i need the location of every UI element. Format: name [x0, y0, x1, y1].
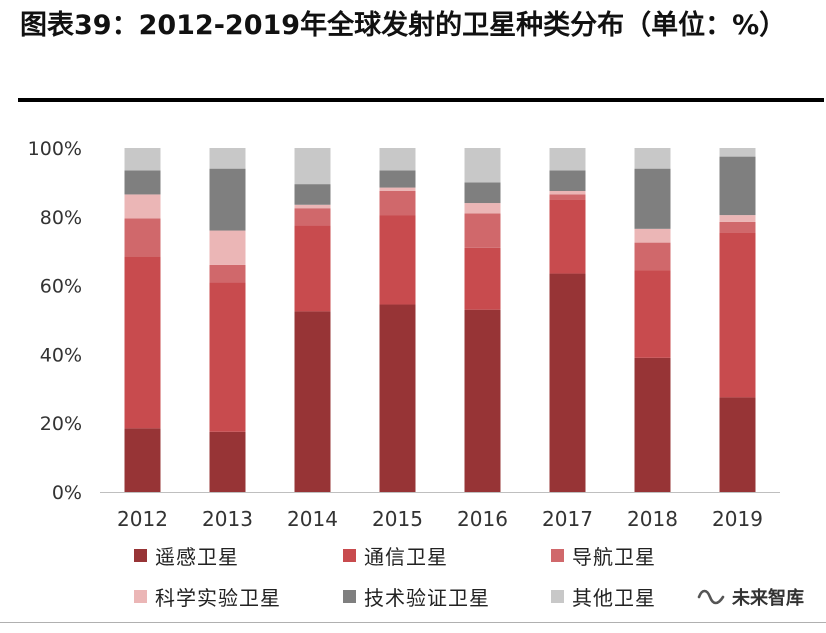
- x-tick-label: 2017: [542, 507, 593, 531]
- bar-segment: [379, 148, 416, 171]
- x-axis: 2012 2013 2014 2015 2016 2017 2018 2019: [100, 492, 780, 531]
- y-tick-label: 40%: [40, 344, 82, 366]
- bar-segment: [549, 148, 586, 171]
- bar-segment: [124, 428, 161, 492]
- x-tick-label: 2013: [202, 507, 253, 531]
- title-divider: [18, 98, 824, 102]
- watermark-text: 未来智库: [732, 588, 804, 609]
- bar-segment: [464, 213, 501, 248]
- bar-segment: [124, 148, 161, 171]
- legend-label: 通信卫星: [364, 544, 448, 569]
- bar-segment: [634, 242, 671, 271]
- y-tick-label: 20%: [40, 413, 82, 435]
- bar-segment: [294, 184, 331, 205]
- bar-segment: [549, 170, 586, 191]
- bar-stacks: [124, 148, 756, 492]
- bar-segment: [209, 264, 246, 283]
- bar-segment: [549, 191, 586, 195]
- x-tick-label: 2012: [117, 507, 168, 531]
- legend-item: 科学实验卫星: [134, 583, 281, 610]
- bar-segment: [379, 304, 416, 492]
- legend-label: 技术验证卫星: [364, 585, 490, 610]
- bar-segment: [124, 170, 161, 195]
- y-tick-label: 80%: [40, 207, 82, 229]
- bar-segment: [294, 208, 331, 226]
- legend-swatch: [134, 548, 147, 562]
- watermark: 未来智库: [696, 584, 804, 610]
- legend-item: 其他卫星: [551, 583, 656, 610]
- legend-swatch: [343, 548, 356, 562]
- bar-segment: [719, 215, 756, 222]
- legend-swatch: [134, 589, 147, 603]
- legend-item: 导航卫星: [551, 542, 656, 569]
- legend-label: 导航卫星: [572, 544, 656, 569]
- stacked-bar-chart: 0%20%40%60%80%100% 2012 2013 2014 2015 2016 2…: [28, 138, 780, 531]
- bar-segment: [379, 187, 416, 191]
- x-tick-label: 2016: [457, 507, 508, 531]
- bar-segment: [209, 148, 246, 169]
- bar-segment: [464, 247, 501, 310]
- bar-segment: [464, 182, 501, 204]
- bar-segment: [124, 194, 161, 219]
- legend-swatch: [343, 589, 356, 603]
- legend-swatch: [551, 548, 564, 562]
- bar-segment: [379, 215, 416, 305]
- bar-segment: [719, 232, 756, 398]
- x-tick-label: 2014: [287, 507, 338, 531]
- bar-segment: [634, 148, 671, 169]
- y-tick-label: 0%: [52, 482, 82, 504]
- chart-title: 图表39：2012-2019年全球发射的卫星种类分布（单位：%）: [20, 10, 787, 41]
- bar-segment: [464, 148, 501, 183]
- legend-item: 通信卫星: [343, 542, 448, 569]
- bar-segment: [209, 230, 246, 265]
- bar-segment: [634, 270, 671, 358]
- y-axis: 0% 20% 40% 60% 80% 100%: [28, 138, 82, 504]
- bar-segment: [719, 397, 756, 492]
- bar-segment: [294, 311, 331, 492]
- x-tick-label: 2015: [372, 507, 423, 531]
- bar-segment: [124, 218, 161, 257]
- bar-segment: [294, 148, 331, 185]
- x-tick-label: 2019: [712, 507, 763, 531]
- legend-item: 遥感卫星: [134, 542, 239, 569]
- bar-segment: [124, 256, 161, 429]
- bar-segment: [209, 282, 246, 432]
- bar-segment: [549, 199, 586, 274]
- bar-segment: [464, 309, 501, 492]
- legend-label: 其他卫星: [572, 585, 656, 610]
- bar-segment: [209, 168, 246, 231]
- y-tick-label: 60%: [40, 276, 82, 298]
- bar-segment: [634, 168, 671, 229]
- bar-segment: [549, 273, 586, 492]
- legend-label: 遥感卫星: [155, 544, 239, 569]
- bar-segment: [209, 431, 246, 492]
- bar-segment: [379, 170, 416, 188]
- legend-swatch: [551, 589, 564, 603]
- y-tick-label: 100%: [28, 138, 82, 160]
- bar-segment: [294, 204, 331, 209]
- x-tick-label: 2018: [627, 507, 678, 531]
- bar-segment: [634, 228, 671, 243]
- bar-segment: [719, 221, 756, 233]
- wechat-channel-icon: [697, 589, 725, 605]
- legend-label: 科学实验卫星: [155, 585, 281, 610]
- bar-segment: [719, 148, 756, 157]
- bar-segment: [379, 191, 416, 216]
- bar-segment: [634, 357, 671, 492]
- legend-item: 技术验证卫星: [343, 583, 490, 610]
- bottom-border: [0, 622, 826, 633]
- bar-segment: [719, 156, 756, 216]
- bar-segment: [549, 194, 586, 200]
- bar-segment: [464, 203, 501, 214]
- bar-segment: [294, 225, 331, 312]
